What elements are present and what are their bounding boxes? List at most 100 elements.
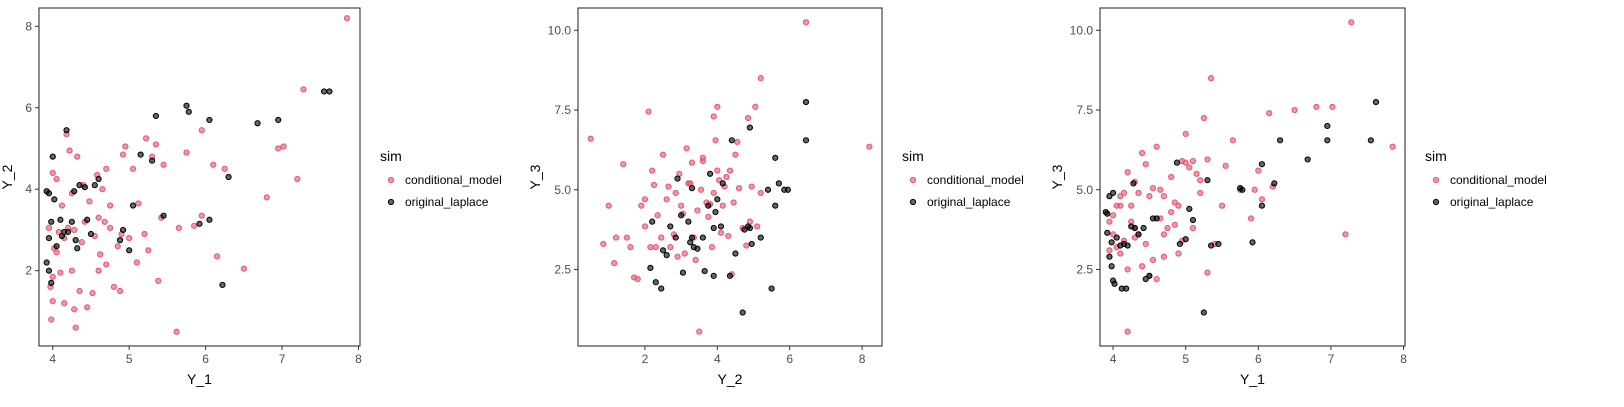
data-point	[1117, 193, 1124, 200]
data-point	[160, 212, 167, 219]
x-tick-label: 5	[1182, 352, 1189, 366]
data-point	[240, 265, 247, 272]
data-point	[772, 154, 779, 161]
x-tick-label: 7	[279, 352, 286, 366]
data-point	[645, 108, 652, 115]
data-point	[74, 245, 81, 252]
data-point	[735, 185, 743, 192]
data-point	[343, 15, 351, 22]
data-point	[142, 135, 150, 142]
data-point	[714, 103, 721, 110]
x-axis-title: Y_2	[718, 371, 743, 387]
data-point	[126, 234, 133, 242]
data-point	[48, 218, 55, 225]
y-tick-label: 2	[25, 264, 32, 278]
y-tick-label: 5.0	[554, 183, 571, 197]
data-point	[183, 149, 190, 156]
data-point	[696, 328, 703, 335]
data-point	[95, 175, 102, 183]
x-tick-label: 6	[1255, 352, 1262, 366]
data-point	[213, 253, 221, 260]
data-point	[1124, 169, 1131, 176]
data-point	[225, 173, 232, 181]
data-point	[1118, 285, 1125, 292]
data-point	[1204, 269, 1211, 276]
data-point	[110, 283, 118, 291]
data-point	[663, 252, 670, 259]
data-point	[183, 102, 190, 109]
scatter-panel-2: 2 4 6 8 2.5 5.0 7.5 10.0 Y_2 Y_3	[527, 7, 883, 387]
data-point	[650, 181, 658, 189]
data-point	[683, 145, 690, 152]
legend-label: conditional_model	[405, 173, 502, 187]
plot-frame	[1099, 7, 1406, 347]
data-point	[726, 272, 734, 279]
data-point	[1157, 186, 1164, 193]
data-point	[198, 127, 205, 134]
data-point	[48, 279, 55, 286]
legend-title: sim	[380, 148, 402, 164]
data-point	[116, 287, 124, 295]
data-point	[49, 153, 56, 160]
data-point	[116, 237, 124, 244]
data-point	[51, 196, 58, 203]
series-original_laplace	[1102, 98, 1380, 316]
data-point	[1109, 189, 1117, 197]
data-point	[866, 143, 873, 150]
scatter-panel-1: 4 5 6 7 8 2 4 6 8 Y_1 Y_2	[0, 7, 362, 387]
data-point	[175, 224, 182, 232]
data-point	[1104, 229, 1111, 236]
data-point	[1146, 193, 1153, 200]
data-point	[730, 199, 737, 206]
x-axis-title: Y_1	[187, 371, 212, 387]
data-point	[667, 244, 674, 251]
legend-key-original_laplace	[909, 198, 917, 206]
data-point	[53, 243, 60, 250]
data-point	[81, 184, 88, 191]
data-point	[210, 161, 217, 168]
data-point	[710, 113, 717, 120]
data-point	[705, 213, 712, 220]
x-axis-title: Y_1	[1240, 371, 1265, 387]
data-point	[685, 218, 692, 225]
data-point	[705, 202, 712, 209]
y-tick-label: 4	[25, 182, 32, 196]
y-tick-label: 7.5	[554, 103, 571, 117]
data-point	[126, 247, 133, 254]
data-point	[1182, 159, 1189, 166]
data-point	[103, 261, 110, 268]
data-point	[620, 161, 627, 168]
data-point	[185, 108, 192, 115]
data-point	[1139, 149, 1146, 157]
data-point	[672, 189, 679, 197]
data-point	[1117, 202, 1124, 209]
data-point	[119, 151, 127, 158]
data-point	[160, 161, 167, 168]
data-point	[1168, 173, 1175, 181]
data-point	[732, 151, 739, 158]
data-point	[630, 274, 638, 281]
data-point	[68, 267, 75, 274]
data-point	[748, 183, 755, 190]
data-point	[1182, 130, 1189, 138]
data-point	[1255, 167, 1262, 174]
data-point	[1173, 159, 1181, 166]
data-point	[694, 207, 701, 214]
data-point	[1113, 234, 1120, 241]
data-point	[1117, 250, 1124, 257]
data-point	[746, 224, 754, 232]
data-point	[757, 234, 764, 241]
data-point	[49, 273, 56, 280]
data-point	[1313, 103, 1320, 110]
y-tick-label: 5.0	[1076, 183, 1093, 197]
data-point	[63, 127, 70, 134]
data-point	[728, 137, 735, 144]
data-point	[649, 167, 656, 174]
data-point	[641, 196, 649, 203]
data-point	[717, 223, 725, 230]
data-point	[72, 324, 79, 331]
data-point	[114, 243, 121, 250]
data-point	[78, 239, 85, 246]
data-point	[1106, 247, 1113, 254]
data-point	[57, 269, 64, 276]
